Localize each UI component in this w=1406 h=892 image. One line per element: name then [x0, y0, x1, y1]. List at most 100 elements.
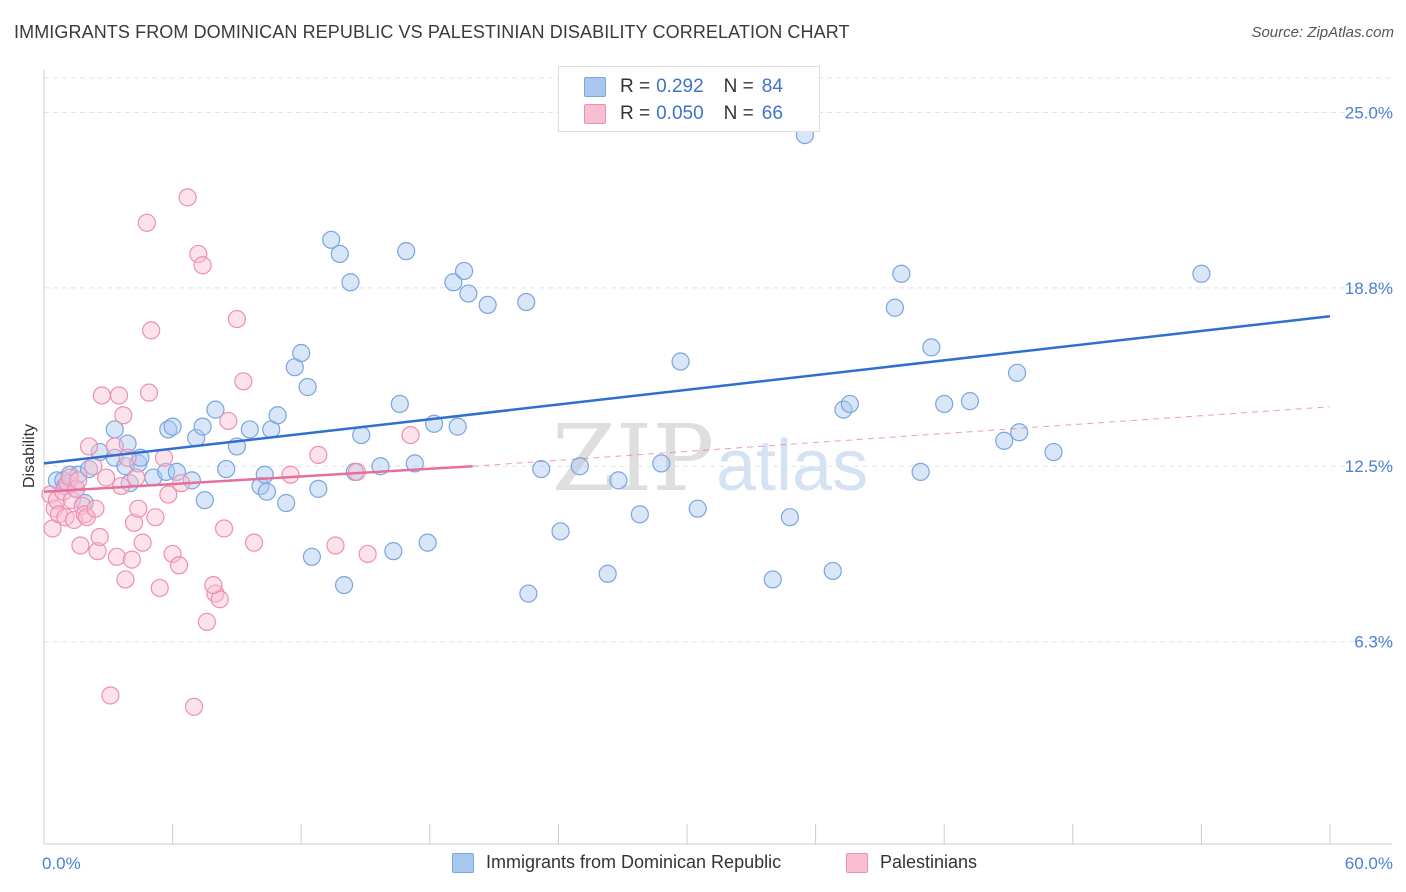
dominican-point — [330, 244, 349, 264]
r-value: 0.292 — [656, 76, 704, 97]
dominican-point — [1007, 363, 1027, 382]
dominican-point — [688, 499, 707, 518]
dominican-point — [341, 273, 360, 292]
dominican-point — [397, 242, 416, 261]
palestinian-point — [150, 578, 169, 598]
source-label: Source: ZipAtlas.com — [1251, 24, 1394, 41]
palestinian-point — [189, 244, 208, 264]
y-axis-label: Disability — [21, 424, 38, 488]
watermark-atlas: atlas — [716, 426, 868, 506]
palestinian-point — [159, 485, 178, 504]
palestinian-point — [234, 372, 253, 391]
dominican-point — [454, 261, 474, 281]
dominican-point — [478, 295, 497, 315]
dominican-point — [298, 377, 317, 397]
legend-swatch-blue — [584, 77, 606, 97]
legend-row-dominican: R = 0.292 N = 84 — [584, 74, 783, 100]
palestinian-trend-extension — [472, 406, 1331, 467]
dominican-point — [570, 457, 589, 476]
legend-item-dominican[interactable]: Immigrants from Dominican Republic — [452, 852, 781, 873]
dominican-point — [206, 400, 225, 419]
palestinian-point — [178, 188, 197, 207]
dominican-point — [885, 298, 905, 317]
r-label: R = — [620, 76, 651, 97]
dominican-point — [598, 564, 617, 583]
dominican-point — [911, 462, 930, 481]
palestinian-point — [116, 570, 135, 589]
palestinian-point — [86, 499, 105, 518]
series-dominican-points — [47, 125, 1211, 603]
palestinian-point — [71, 536, 90, 555]
y-tick-labels: 6.3% 12.5% 18.8% 25.0% — [1345, 103, 1393, 651]
dominican-point — [448, 417, 467, 436]
n-label: N = — [723, 103, 754, 124]
palestinian-point — [118, 448, 137, 467]
trend-lines — [43, 314, 1331, 493]
correlation-legend: R = 0.292 N = 84 R = 0.050 N = 66 — [558, 66, 820, 132]
palestinian-point — [107, 547, 126, 566]
palestinian-point — [146, 508, 165, 527]
palestinian-point — [309, 445, 328, 465]
dominican-point — [352, 425, 371, 445]
legend-label: Immigrants from Dominican Republic — [486, 852, 782, 872]
r-label: R = — [620, 103, 651, 124]
dominican-point — [182, 471, 201, 490]
chart-title: IMMIGRANTS FROM DOMINICAN REPUBLIC VS PA… — [14, 22, 850, 42]
dominican-point — [922, 338, 941, 357]
series-legend: Immigrants from Dominican Republic Pales… — [0, 852, 1406, 878]
palestinian-point — [75, 505, 94, 524]
dominican-point — [257, 482, 277, 501]
dominican-point — [309, 479, 328, 498]
palestinian-point — [244, 533, 264, 552]
y-tick-label: 18.8% — [1345, 279, 1393, 298]
dominican-point — [302, 547, 322, 566]
legend-row-palestinian: R = 0.050 N = 66 — [584, 101, 783, 127]
y-tick-label: 6.3% — [1354, 633, 1393, 652]
palestinian-point — [214, 519, 234, 538]
dominican-point — [532, 459, 551, 479]
palestinian-point — [124, 513, 144, 532]
r-value: 0.050 — [656, 103, 704, 124]
gridlines — [44, 77, 1392, 643]
palestinian-point — [90, 527, 109, 547]
palestinian-point — [197, 612, 216, 631]
palestinian-point — [142, 321, 161, 340]
dominican-point — [780, 508, 799, 527]
axes — [43, 70, 1392, 845]
palestinian-point — [219, 411, 238, 431]
palestinian-trend-line — [43, 464, 473, 493]
palestinian-point — [79, 437, 99, 456]
n-label: N = — [723, 76, 754, 97]
dominican-point — [163, 417, 182, 436]
dominican-point — [763, 570, 782, 589]
y-tick-label: 12.5% — [1345, 457, 1393, 476]
legend-label: Palestinians — [880, 852, 978, 872]
dominican-point — [671, 352, 690, 371]
dominican-point — [444, 273, 463, 292]
palestinian-point — [129, 499, 148, 518]
dominican-point — [157, 462, 176, 481]
dominican-point — [892, 264, 911, 283]
dominican-point — [292, 343, 311, 363]
n-value: 66 — [761, 103, 783, 124]
legend-swatch-pink — [846, 852, 868, 873]
legend-item-palestinian[interactable]: Palestinians — [846, 852, 977, 873]
palestinian-point — [114, 406, 133, 425]
palestinian-point — [193, 256, 212, 275]
dominican-point — [167, 462, 186, 481]
dominican-point — [217, 459, 236, 479]
dominican-point — [630, 505, 649, 524]
x-tick-min: 0.0% — [42, 854, 81, 873]
palestinian-point — [137, 213, 156, 232]
palestinian-point — [109, 386, 129, 405]
dominican-point — [459, 284, 478, 303]
dominican-point — [193, 417, 212, 436]
watermark-zip: ZIP — [552, 405, 714, 512]
dominican-point — [255, 465, 274, 484]
palestinian-point — [62, 491, 81, 510]
dominican-point — [195, 491, 214, 510]
dominican-point — [960, 392, 980, 411]
dominican-point — [277, 493, 296, 513]
dominican-point — [268, 406, 287, 425]
